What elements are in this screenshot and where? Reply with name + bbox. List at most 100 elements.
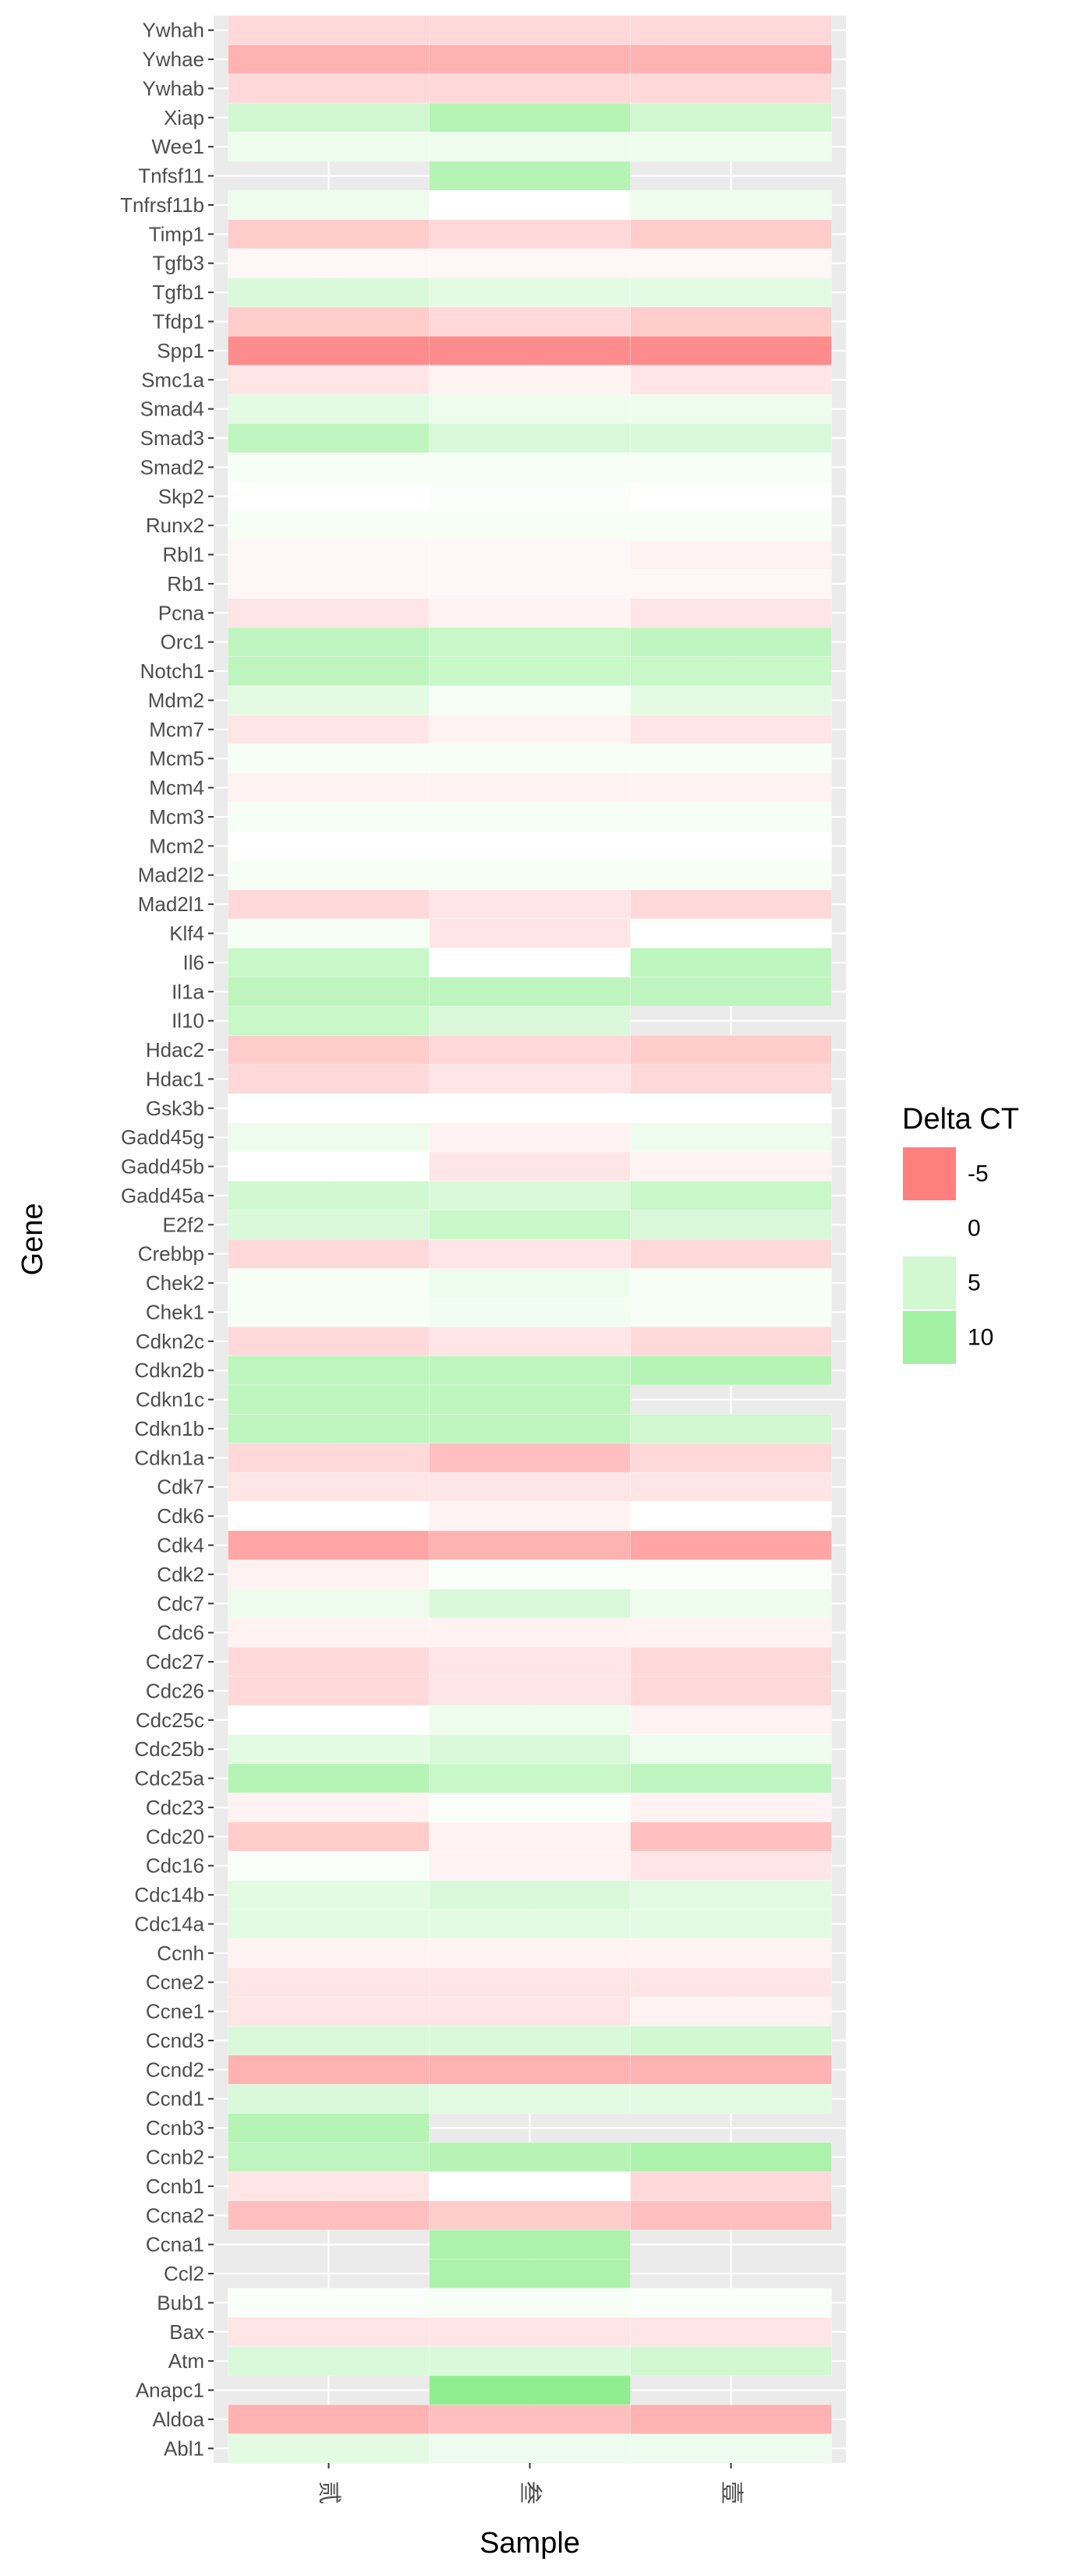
heatmap-tile: Ccne1 / 贰: -1	[228, 1996, 430, 2027]
x-axis-title: Sample	[480, 2527, 580, 2560]
heatmap-tile: Ccnd1 / 叁: 3	[429, 2083, 631, 2114]
plot-panel: Abl1 / 贰: 3Abl1 / 叁: 2Abl1 / 壹: 2Aldoa /…	[214, 15, 846, 2464]
y-tick-label: Wee1	[152, 135, 204, 158]
heatmap-tile: Mad2l1 / 壹: -1.5	[630, 889, 832, 920]
heatmap-tile: Cdc25b / 壹: 2	[630, 1734, 832, 1765]
y-tick-label: Mdm2	[148, 688, 204, 712]
heatmap-tile: Mcm5 / 贰: 1	[228, 744, 430, 774]
heatmap-tile: Bub1 / 壹: 0.5	[630, 2288, 832, 2318]
y-tick-label: Il6	[183, 951, 204, 974]
heatmap-tile: Ccnb2 / 叁: 8	[429, 2142, 631, 2172]
y-tick-label: Gsk3b	[146, 1097, 204, 1120]
heatmap-tile: Cdc14b / 壹: 3	[630, 1880, 832, 1910]
heatmap-tile: Il6 / 叁: 0	[429, 947, 631, 977]
heatmap-tile: Ccnd1 / 贰: 4	[228, 2083, 430, 2114]
heatmap-tile: Tnfrsf11b / 壹: 2	[630, 189, 832, 220]
heatmap-tile: Mdm2 / 叁: 1	[429, 685, 631, 716]
heatmap-tile: Cdc25c / 贰: 0	[228, 1705, 430, 1735]
heatmap-tile: Ccnd2 / 壹: -3	[630, 2055, 832, 2085]
heatmap-tiles: Abl1 / 贰: 3Abl1 / 叁: 2Abl1 / 壹: 2Aldoa /…	[228, 15, 832, 2464]
heatmap-tile: Cdkn1a / 贰: -1.5	[228, 1443, 430, 1473]
y-tick-label: Mad2l1	[138, 892, 204, 916]
heatmap-tile: Atm / 壹: 5	[630, 2346, 832, 2376]
y-tick-label: Mcm3	[149, 805, 204, 829]
heatmap-tile: Cdkn2c / 壹: -1.5	[630, 1326, 832, 1356]
heatmap-tile: Timp1 / 壹: -2	[630, 219, 832, 249]
heatmap-tile: Smad4 / 壹: 2	[630, 394, 832, 424]
heatmap-tile: Orc1 / 壹: 7	[630, 627, 832, 657]
heatmap-tile: Smad4 / 贰: 3	[228, 394, 430, 424]
y-tick-label: Pcna	[158, 601, 205, 624]
heatmap-tile: Ccne1 / 叁: -1	[429, 1996, 631, 2027]
heatmap-tile: Pcna / 叁: -0.5	[429, 598, 631, 628]
y-tick-label: Cdk6	[157, 1504, 204, 1528]
y-tick-label: Tfdp1	[153, 310, 205, 334]
heatmap-tile: Il1a / 贰: 7	[228, 977, 430, 1007]
y-tick-label: Il1a	[172, 980, 204, 1003]
legend-key	[901, 1146, 957, 1202]
heatmap-tile: Rb1 / 贰: -0.3	[228, 568, 430, 599]
y-tick-label: Abl1	[164, 2436, 204, 2460]
heatmap-tile: Tfdp1 / 壹: -2	[630, 306, 832, 337]
heatmap-tile: Mad2l2 / 贰: 1	[228, 860, 430, 890]
heatmap-tile: Bax / 贰: -1	[228, 2316, 430, 2347]
legend-key	[901, 1309, 957, 1366]
legend-label: 10	[968, 1325, 993, 1351]
heatmap-tile: Wee1 / 叁: 2	[429, 132, 631, 162]
y-tick-label: Chek2	[146, 1271, 204, 1295]
heatmap-tile: Runx2 / 贰: 1	[228, 511, 430, 541]
heatmap-tile: Il10 / 叁: 4	[429, 1005, 631, 1036]
y-tick-label: Cdk2	[157, 1563, 204, 1586]
y-tick-label: Smad3	[140, 426, 204, 450]
heatmap-tile: Cdkn1a / 叁: -2.5	[429, 1443, 631, 1473]
y-tick-label: Cdc20	[146, 1825, 204, 1848]
heatmap-tile: Cdk2 / 叁: 0.5	[429, 1559, 631, 1589]
heatmap-tile: Ywhae / 壹: -3	[630, 44, 832, 75]
heatmap-tile: Runx2 / 叁: 1	[429, 511, 631, 541]
heatmap-tile: Cdkn2c / 叁: -1	[429, 1326, 631, 1356]
y-tick-label: Cdc6	[157, 1621, 204, 1645]
heatmap-tile: Spp1 / 叁: -4.5	[429, 335, 631, 366]
heatmap-tile: Ccnh / 叁: -0.5	[429, 1938, 631, 1968]
heatmap-tile: Hdac1 / 贰: -1.5	[228, 1064, 430, 1094]
y-tick-label: Cdc25c	[136, 1708, 204, 1732]
heatmap-tile: Cdk6 / 壹: 0	[630, 1501, 832, 1532]
heatmap-tile: Orc1 / 贰: 7	[228, 627, 430, 657]
heatmap-tile: Smc1a / 贰: -1	[228, 365, 430, 395]
heatmap-tile: Mad2l2 / 叁: 1	[429, 860, 631, 890]
legend-title: Delta CT	[902, 1103, 1019, 1136]
heatmap-tile: Bub1 / 贰: 0.5	[228, 2288, 430, 2318]
heatmap-tile: Gadd45a / 壹: 6	[630, 1180, 832, 1210]
heatmap-tile: Tnfsf11 / 叁: 8	[429, 161, 631, 191]
y-tick-label: Ccnd2	[146, 2058, 204, 2081]
y-tick-label: Ccnb2	[146, 2146, 204, 2169]
heatmap-tile: Cdc7 / 贰: 2	[228, 1588, 430, 1619]
y-tick-label: Tgfb3	[153, 252, 205, 275]
y-tick-label: Runx2	[146, 514, 204, 537]
heatmap-tile: Gadd45g / 壹: 2	[630, 1122, 832, 1153]
x-axis: 贰叁壹	[316, 2463, 744, 2504]
heatmap-tile: Aldoa / 贰: -3	[228, 2404, 430, 2434]
heatmap-tile: Gadd45a / 叁: 4	[429, 1180, 631, 1210]
heatmap-tile: Ccne2 / 叁: -1	[429, 1967, 631, 1998]
heatmap-tile: Chek1 / 叁: 1.5	[429, 1297, 631, 1327]
heatmap-tile: Gsk3b / 贰: 0	[228, 1093, 430, 1123]
y-tick-label: Ccna1	[146, 2233, 204, 2256]
heatmap-tile: Pcna / 贰: -1	[228, 598, 430, 628]
heatmap-tile: Abl1 / 壹: 2	[630, 2433, 832, 2464]
heatmap-tile: Cdc16 / 叁: -0.5	[429, 1850, 631, 1881]
y-tick-label: Ccne2	[146, 1970, 204, 1994]
heatmap-tile: Smad3 / 壹: 4	[630, 423, 832, 454]
heatmap-tile: Cdc25a / 壹: 7	[630, 1763, 832, 1793]
x-tick-label: 壹	[718, 2481, 744, 2504]
heatmap-tile: E2f2 / 壹: 4	[630, 1210, 832, 1240]
heatmap-tile: Smad2 / 叁: 1	[429, 452, 631, 482]
heatmap-tile: Cdc25c / 壹: -0.5	[630, 1705, 832, 1735]
heatmap-tile: Tfdp1 / 贰: -2	[228, 306, 430, 337]
heatmap-tile: Cdc27 / 叁: -1	[429, 1647, 631, 1677]
heatmap-tile: Mdm2 / 贰: 3	[228, 685, 430, 716]
y-tick-label: Ccnh	[157, 1942, 204, 1965]
heatmap-tile: Cdc16 / 壹: -1	[630, 1850, 832, 1881]
heatmap-tile: Cdk2 / 壹: 0.5	[630, 1559, 832, 1589]
